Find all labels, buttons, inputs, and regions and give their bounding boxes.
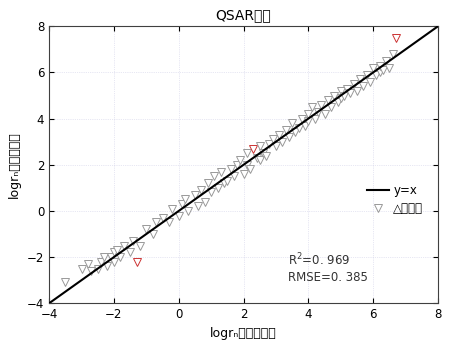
Legend: y=x, △验证集: y=x, △验证集 <box>363 180 428 220</box>
Text: R$^2$=0. 969: R$^2$=0. 969 <box>288 252 351 269</box>
Title: QSAR模型: QSAR模型 <box>216 8 271 22</box>
X-axis label: logrₙ（实测值）: logrₙ（实测值） <box>210 327 277 340</box>
Text: RMSE=0. 385: RMSE=0. 385 <box>288 271 368 284</box>
Y-axis label: logrₙ（预测值）: logrₙ（预测值） <box>9 132 21 198</box>
